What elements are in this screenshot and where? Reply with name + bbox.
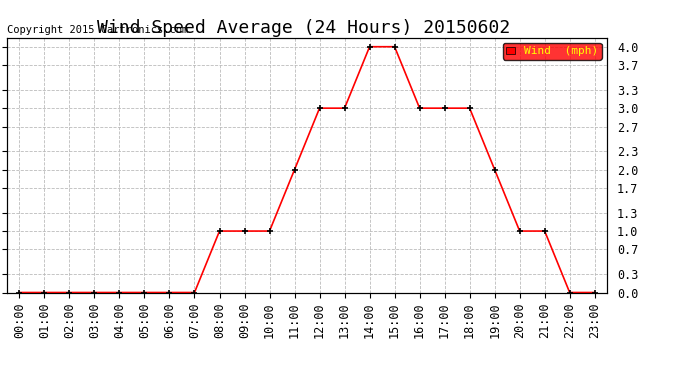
Text: Wind Speed Average (24 Hours) 20150602: Wind Speed Average (24 Hours) 20150602 [97,19,510,37]
Text: Copyright 2015 Cartronics.com: Copyright 2015 Cartronics.com [7,25,188,35]
Legend: Wind  (mph): Wind (mph) [503,43,602,60]
